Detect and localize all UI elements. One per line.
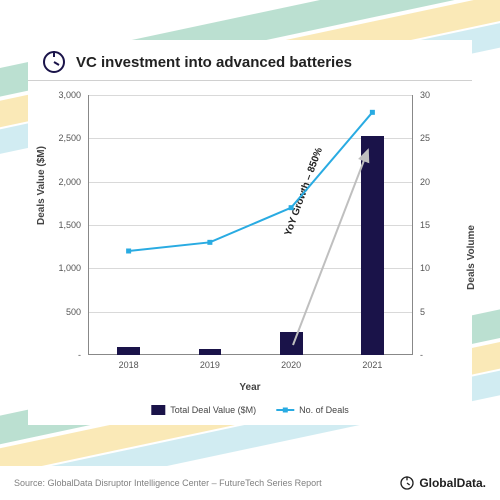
chart-title: VC investment into advanced batteries	[76, 54, 352, 71]
title-icon	[42, 50, 66, 74]
legend-item-line: No. of Deals	[276, 405, 349, 415]
y-left-tick-label: 3,000	[58, 90, 81, 100]
chart-card: VC investment into advanced batteries De…	[28, 40, 472, 425]
y-right-tick-label: 10	[420, 263, 430, 273]
y-right-tick-label: 15	[420, 220, 430, 230]
y-left-tick-label: 1,500	[58, 220, 81, 230]
chart-header: VC investment into advanced batteries	[28, 40, 472, 81]
x-tick-label: 2021	[362, 360, 382, 370]
y-right-tick-label: 25	[420, 133, 430, 143]
x-tick-label: 2020	[281, 360, 301, 370]
line-series	[88, 95, 413, 355]
legend-line-label: No. of Deals	[299, 405, 349, 415]
x-tick-label: 2018	[119, 360, 139, 370]
y-left-tick-label: -	[78, 350, 81, 360]
y-left-axis-title: Deals Value ($M)	[36, 146, 47, 225]
legend-bar-label: Total Deal Value ($M)	[170, 405, 256, 415]
x-axis-title: Year	[239, 382, 260, 393]
footer: Source: GlobalData Disruptor Intelligenc…	[0, 466, 500, 500]
y-right-axis-title: Deals Volume	[466, 225, 477, 290]
source-text: Source: GlobalData Disruptor Intelligenc…	[14, 478, 322, 488]
legend-item-bars: Total Deal Value ($M)	[151, 405, 256, 415]
logo-text: GlobalData.	[419, 476, 486, 490]
x-tick-label: 2019	[200, 360, 220, 370]
plot-area: --50051,000101,500152,000202,500253,0003…	[88, 95, 413, 355]
legend-bar-swatch	[151, 405, 165, 415]
legend: Total Deal Value ($M) No. of Deals	[151, 405, 348, 415]
y-right-tick-label: -	[420, 350, 423, 360]
legend-line-swatch	[276, 406, 294, 414]
y-left-tick-label: 1,000	[58, 263, 81, 273]
y-left-tick-label: 500	[66, 307, 81, 317]
y-left-tick-label: 2,000	[58, 177, 81, 187]
y-right-tick-label: 5	[420, 307, 425, 317]
logo-icon	[399, 475, 415, 491]
y-right-tick-label: 20	[420, 177, 430, 187]
y-right-tick-label: 30	[420, 90, 430, 100]
y-left-tick-label: 2,500	[58, 133, 81, 143]
globaldata-logo: GlobalData.	[399, 475, 486, 491]
